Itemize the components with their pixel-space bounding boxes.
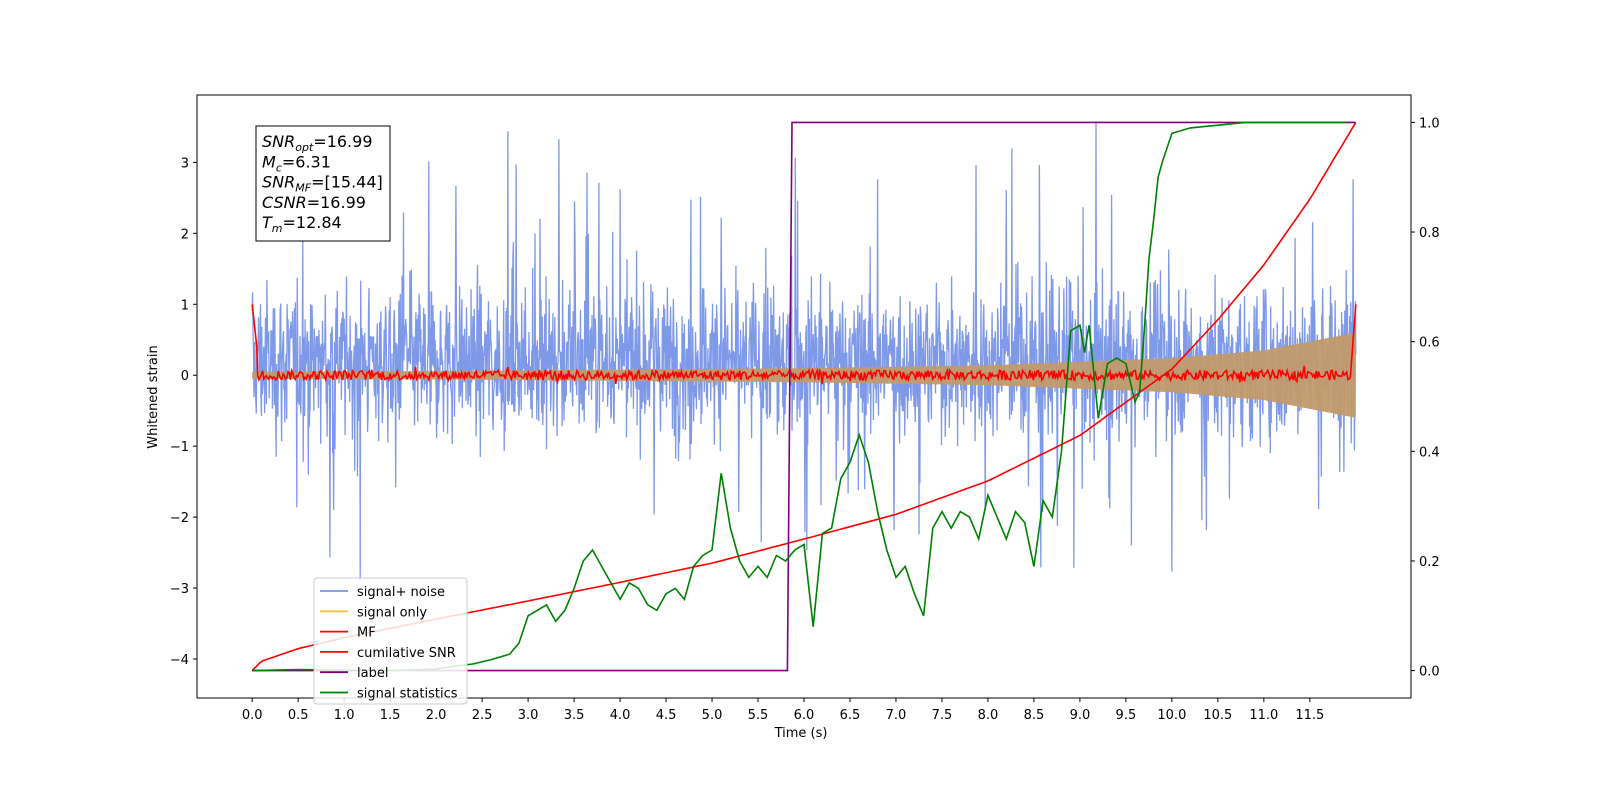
x-tick-label: 5.5 (748, 708, 769, 723)
annotation-line: Mc=6.31 (262, 152, 331, 174)
x-tick-label: 8.5 (1024, 708, 1045, 723)
x-tick-label: 1.0 (334, 708, 355, 723)
x-tick-label: 6.0 (794, 708, 815, 723)
legend-label: signal only (357, 605, 427, 620)
y2-tick-label: 0.6 (1419, 336, 1440, 351)
y2-tick-label: 0.8 (1419, 226, 1440, 241)
annotation-frame (255, 125, 391, 242)
x-tick-label: 9.0 (1070, 708, 1091, 723)
x-tick-label: 5.0 (702, 708, 723, 723)
y-tick-label: 1 (181, 298, 189, 313)
x-tick-label: 10.5 (1203, 708, 1232, 723)
y2-tick-label: 0.2 (1419, 555, 1440, 570)
series-label-line (252, 121, 1356, 672)
x-tick-label: 2.0 (426, 708, 447, 723)
legend-label: MF (357, 626, 376, 641)
x-tick-label: 1.5 (380, 708, 401, 723)
legend-label: label (357, 666, 388, 681)
legend-label: cumilative SNR (357, 646, 456, 661)
x-tick-label: 2.5 (472, 708, 493, 723)
legend-label: signal+ noise (357, 585, 445, 600)
y-tick-label: −2 (170, 511, 189, 526)
y-tick-label: 0 (181, 369, 189, 384)
y-tick-label: 3 (181, 156, 189, 171)
x-tick-label: 6.5 (840, 708, 861, 723)
y-tick-label: 2 (181, 227, 189, 242)
x-tick-label: 7.5 (932, 708, 953, 723)
series-mf-line (251, 304, 1357, 386)
x-tick-label: 11.5 (1295, 708, 1324, 723)
y-tick-label: −4 (170, 653, 189, 668)
x-axis-label: Time (s) (774, 726, 828, 741)
y2-tick-label: 1.0 (1419, 116, 1440, 131)
x-tick-label: 11.0 (1249, 708, 1278, 723)
y-tick-label: −3 (170, 582, 189, 597)
legend-frame (313, 577, 468, 705)
x-tick-label: 4.0 (610, 708, 631, 723)
legend-label: signal statistics (357, 687, 458, 702)
legend: signal+ noise signal only MF cumilative SNR… (313, 577, 468, 705)
x-tick-label: 3.5 (564, 708, 585, 723)
y-axis-label: Whitened strain (146, 345, 161, 448)
annotation-line: CSNR=16.99 (262, 193, 366, 212)
y-tick-label: −1 (170, 440, 189, 455)
y2-tick-label: 0.4 (1419, 445, 1440, 460)
x-tick-label: 10.0 (1157, 708, 1186, 723)
stats-annotation: SNRopt=16.99Mc=6.31SNRMF=[15.44]CSNR=16.… (255, 125, 391, 242)
x-tick-label: 8.0 (978, 708, 999, 723)
y2-tick-label: 0.0 (1419, 665, 1440, 680)
x-tick-label: 4.5 (656, 708, 677, 723)
x-tick-label: 0.0 (242, 708, 263, 723)
series-signal-plus-noise-line (251, 123, 1357, 581)
x-tick-label: 9.5 (1116, 708, 1137, 723)
annotation-line: Tm=12.84 (262, 213, 342, 235)
annotation-line: SNRopt=16.99 (262, 132, 373, 154)
series-signal-statistics-line (252, 121, 1347, 672)
annotation-line: SNRMF=[15.44] (262, 173, 383, 195)
x-tick-label: 3.0 (518, 708, 539, 723)
x-tick-label: 7.0 (886, 708, 907, 723)
x-tick-label: 0.5 (288, 708, 309, 723)
